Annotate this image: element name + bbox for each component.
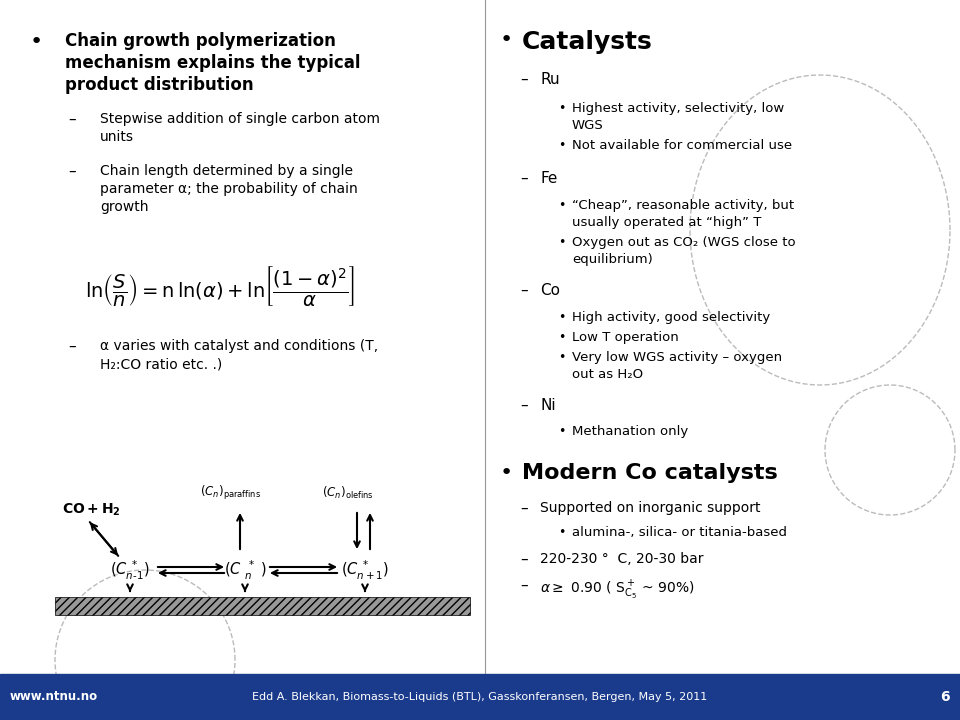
Text: Supported on inorganic support: Supported on inorganic support (540, 501, 760, 515)
Text: –: – (520, 552, 528, 567)
Text: Co: Co (540, 283, 560, 298)
Text: $(C_n)_{\rm olefins}$: $(C_n)_{\rm olefins}$ (323, 485, 373, 501)
Text: –: – (68, 112, 76, 127)
Text: •: • (30, 32, 43, 52)
Text: growth: growth (100, 200, 149, 214)
Text: –: – (68, 339, 76, 354)
Text: Ru: Ru (540, 72, 560, 87)
Text: $(C_{n\text{-}1}^{\;*})$: $(C_{n\text{-}1}^{\;*})$ (110, 559, 150, 582)
Bar (55, 597, 470, 615)
Text: Methanation only: Methanation only (572, 425, 688, 438)
Text: •: • (558, 425, 565, 438)
Text: $(C_n)_{\rm paraffins}$: $(C_n)_{\rm paraffins}$ (200, 484, 260, 502)
Text: Edd A. Blekkan, Biomass-to-Liquids (BTL), Gasskonferansen, Bergen, May 5, 2011: Edd A. Blekkan, Biomass-to-Liquids (BTL)… (252, 692, 708, 702)
Text: –: – (520, 501, 528, 516)
Text: Fe: Fe (540, 171, 558, 186)
Text: alumina-, silica- or titania-based: alumina-, silica- or titania-based (572, 526, 787, 539)
Text: usually operated at “high” T: usually operated at “high” T (572, 216, 761, 229)
Text: product distribution: product distribution (65, 76, 253, 94)
Text: Very low WGS activity – oxygen: Very low WGS activity – oxygen (572, 351, 782, 364)
Text: Chain length determined by a single: Chain length determined by a single (100, 164, 353, 178)
Text: Catalysts: Catalysts (522, 30, 653, 54)
Text: “Cheap”, reasonable activity, but: “Cheap”, reasonable activity, but (572, 199, 794, 212)
Text: •: • (558, 139, 565, 152)
Text: α varies with catalyst and conditions (T,: α varies with catalyst and conditions (T… (100, 339, 378, 353)
Text: Low T operation: Low T operation (572, 331, 679, 344)
Text: •: • (500, 463, 514, 483)
Text: –: – (520, 578, 528, 593)
Text: –: – (520, 398, 528, 413)
Text: units: units (100, 130, 134, 144)
Text: High activity, good selectivity: High activity, good selectivity (572, 311, 770, 324)
Text: 220-230 °  C, 20-30 bar: 220-230 ° C, 20-30 bar (540, 552, 704, 566)
Text: equilibrium): equilibrium) (572, 253, 653, 266)
Text: Oxygen out as CO₂ (WGS close to: Oxygen out as CO₂ (WGS close to (572, 236, 796, 249)
Text: 6: 6 (941, 690, 950, 704)
Text: Ni: Ni (540, 398, 556, 413)
Text: –: – (520, 283, 528, 298)
Text: $\mathrm{ln}\left(\dfrac{S}{n}\right) = \mathrm{n\,ln}(\alpha)+\mathrm{ln}\left[: $\mathrm{ln}\left(\dfrac{S}{n}\right) = … (84, 264, 355, 308)
Text: •: • (558, 351, 565, 364)
Text: H₂:CO ratio etc. .): H₂:CO ratio etc. .) (100, 357, 223, 371)
Bar (0, 674, 960, 720)
Text: Stepwise addition of single carbon atom: Stepwise addition of single carbon atom (100, 112, 380, 126)
Text: mechanism explains the typical: mechanism explains the typical (65, 54, 361, 72)
Text: •: • (558, 311, 565, 324)
Text: parameter α; the probability of chain: parameter α; the probability of chain (100, 182, 358, 196)
Text: –: – (68, 164, 76, 179)
Text: •: • (558, 102, 565, 115)
Text: •: • (558, 331, 565, 344)
Text: $\alpha\geq$ 0.90 ( S$_{\mathregular{C}_5}^+$ ~ 90%): $\alpha\geq$ 0.90 ( S$_{\mathregular{C}_… (540, 578, 694, 601)
Text: Modern Co catalysts: Modern Co catalysts (522, 463, 778, 483)
Text: Chain growth polymerization: Chain growth polymerization (65, 32, 336, 50)
Text: •: • (558, 236, 565, 249)
Text: –: – (520, 171, 528, 186)
Text: •: • (558, 526, 565, 539)
Text: WGS: WGS (572, 119, 604, 132)
Text: •: • (558, 199, 565, 212)
Text: out as H₂O: out as H₂O (572, 368, 643, 381)
Text: $\bf{CO+H_2}$: $\bf{CO+H_2}$ (62, 502, 121, 518)
Text: Not available for commercial use: Not available for commercial use (572, 139, 792, 152)
Text: •: • (500, 30, 514, 50)
Text: $(C_{n+1}^{\;*})$: $(C_{n+1}^{\;*})$ (341, 559, 389, 582)
Text: www.ntnu.no: www.ntnu.no (10, 690, 98, 703)
Text: Highest activity, selectivity, low: Highest activity, selectivity, low (572, 102, 784, 115)
Text: –: – (520, 72, 528, 87)
Text: $(C\;_n^{\;*}\;)$: $(C\;_n^{\;*}\;)$ (224, 559, 266, 582)
